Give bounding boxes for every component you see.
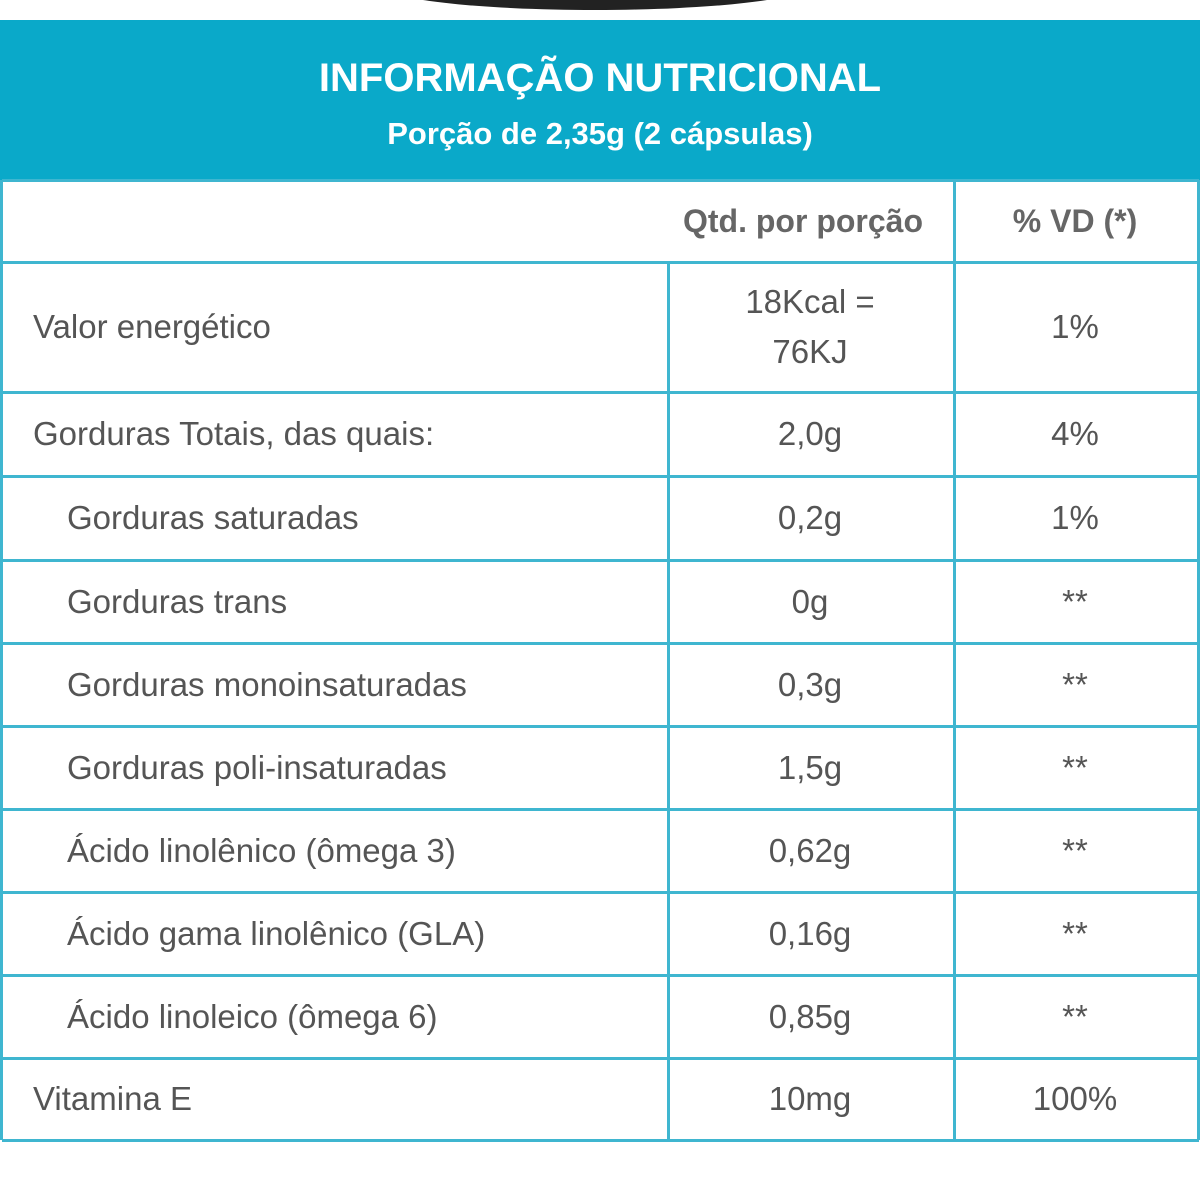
daily-value: 4%: [1051, 415, 1099, 452]
row-line: [2, 559, 1199, 562]
row-line: [2, 891, 1199, 894]
quantity: 10mg: [768, 1080, 852, 1117]
title: INFORMAÇÃO NUTRICIONAL: [318, 56, 882, 100]
border-line: [0, 180, 3, 1140]
column-line: [953, 180, 956, 1140]
row-line: [2, 261, 1199, 264]
nutrient-name: Gorduras trans: [67, 582, 288, 620]
product-edge: [380, 0, 810, 10]
daily-value: 1%: [1051, 308, 1099, 345]
column-header: Qtd. por porção: [683, 202, 923, 239]
quantity: 0,16g: [768, 914, 852, 952]
subtitle: Porção de 2,35g (2 cápsulas): [387, 116, 813, 151]
quantity: 2,0g: [777, 415, 843, 452]
table-header: INFORMAÇÃO NUTRICIONAL Porção de 2,35g (…: [0, 20, 1200, 180]
quantity: 1,5g: [777, 748, 843, 786]
row-line: [2, 725, 1199, 728]
row-line: [2, 475, 1199, 478]
daily-value: 100%: [1032, 1080, 1118, 1117]
nutrient-name: Gorduras monoinsaturadas: [67, 665, 467, 703]
row-line: [2, 974, 1199, 977]
quantity: 0,85g: [768, 997, 852, 1035]
nutrient-name: Ácido linolênico (ômega 3): [67, 831, 456, 869]
daily-value: **: [1062, 748, 1088, 786]
nutrient-name: Gorduras Totais, das quais:: [33, 415, 435, 452]
quantity: 18Kcal = 76KJ: [745, 283, 875, 370]
row-line: [2, 179, 1199, 182]
quantity: 0,62g: [768, 831, 852, 869]
daily-value: **: [1062, 914, 1088, 952]
daily-value: **: [1062, 582, 1088, 620]
column-header: % VD (*): [1012, 202, 1138, 239]
quantity: 0g: [791, 582, 829, 620]
row-line: [2, 642, 1199, 645]
nutrient-name: Ácido gama linolênico (GLA): [67, 914, 486, 952]
quantity: 0,3g: [777, 665, 843, 703]
daily-value: **: [1062, 665, 1088, 703]
nutrient-name: Gorduras saturadas: [67, 499, 359, 536]
nutrient-name: Gorduras poli-insaturadas: [67, 748, 447, 786]
daily-value: 1%: [1051, 499, 1099, 536]
row-line: [2, 808, 1199, 811]
daily-value: **: [1062, 997, 1088, 1035]
row-line: [2, 391, 1199, 394]
column-line: [667, 262, 670, 1140]
nutrient-name: Vitamina E: [33, 1080, 192, 1117]
border-line: [1197, 180, 1200, 1140]
quantity: 0,2g: [777, 499, 843, 536]
daily-value: **: [1062, 831, 1088, 869]
nutrient-name: Valor energético: [33, 308, 271, 345]
nutrient-name: Ácido linoleico (ômega 6): [67, 997, 438, 1035]
row-line: [2, 1057, 1199, 1060]
row-line: [2, 1139, 1199, 1142]
